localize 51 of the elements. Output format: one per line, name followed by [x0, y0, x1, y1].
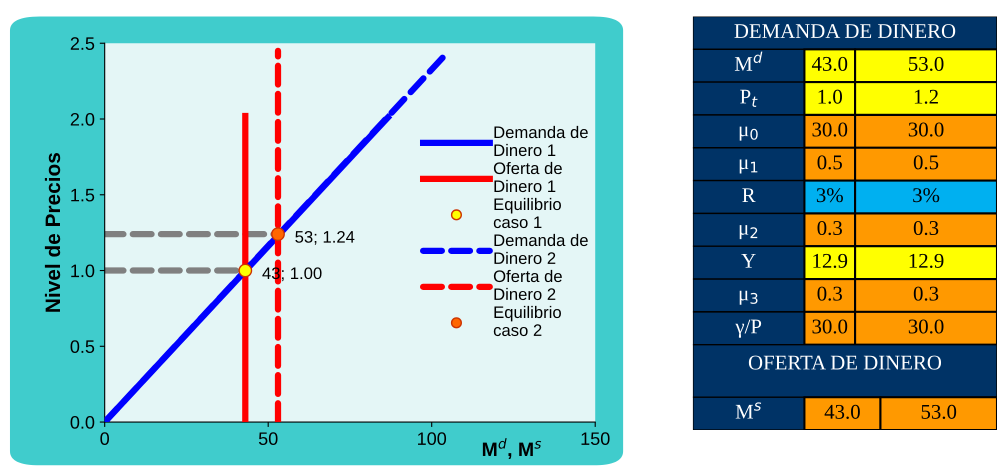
- category-label: M$^{d}$: [734, 52, 762, 71]
- text: 30.0: [812, 122, 848, 137]
- x-axis-title: M$^{d}$, M$^{s}$: [482, 438, 542, 459]
- category-label: μ$_{3}$: [740, 290, 758, 305]
- x-tick-label: 100: [418, 432, 446, 446]
- data-label: 53; 1.24: [295, 231, 354, 245]
- text: 0.3: [818, 286, 842, 301]
- legend-label: Oferta de Dinero 2: [494, 270, 562, 300]
- text: 1.0: [818, 90, 842, 104]
- category-label: P$_{t}$: [740, 90, 758, 107]
- category-label: M$^{s}$: [736, 402, 762, 419]
- text: 12.9: [910, 254, 944, 268]
- y-tick-label: 0.5: [70, 340, 94, 354]
- legend-label: Equilibrio caso 2: [494, 306, 561, 336]
- y-tick-label: 0.0: [70, 416, 94, 429]
- category-label: R: [742, 188, 756, 202]
- text: 3%: [913, 188, 940, 202]
- text: 43.0: [812, 56, 848, 71]
- legend-label: Demanda de Dinero 1: [494, 126, 588, 156]
- text: 53.0: [922, 404, 956, 419]
- y-tick-label: 1.0: [71, 264, 94, 278]
- text: 0.5: [818, 155, 842, 170]
- text: 0.5: [914, 155, 938, 170]
- text: 0.3: [818, 220, 842, 236]
- text: 30.0: [908, 319, 944, 334]
- text: 30.0: [812, 319, 848, 334]
- y-tick-label: 2.0: [70, 112, 94, 126]
- text: 12.9: [813, 254, 848, 268]
- category-label: γ/P: [735, 320, 762, 338]
- text: 53.0: [909, 56, 944, 71]
- x-tick-label: 0: [100, 432, 109, 446]
- text: DEMANDA DE DINERO: [734, 24, 956, 38]
- category-label: Y: [741, 254, 756, 268]
- x-tick-label: 150: [582, 432, 610, 446]
- y-axis-title: Nivel de Precios: [44, 153, 60, 312]
- text: OFERTA DE DINERO: [748, 356, 942, 370]
- x-tick-label: 50: [258, 432, 278, 446]
- legend-label: Oferta de Dinero 1: [494, 162, 562, 192]
- text: 1.2: [914, 90, 938, 104]
- legend-label: Demanda de Dinero 2: [494, 234, 588, 264]
- text: 43.0: [824, 404, 860, 419]
- category-label: μ$_{2}$: [740, 225, 758, 240]
- category-label: μ$_{0}$: [740, 126, 758, 141]
- y-tick-label: 1.5: [71, 188, 94, 202]
- category-label: μ$_{1}$: [740, 159, 758, 174]
- text: 0.3: [914, 220, 938, 236]
- y-tick-label: 2.5: [70, 37, 94, 50]
- text: 30.0: [908, 122, 944, 137]
- text: 0.3: [914, 286, 938, 301]
- text: 3%: [816, 188, 843, 202]
- legend-label: Equilibrio caso 1: [494, 198, 561, 228]
